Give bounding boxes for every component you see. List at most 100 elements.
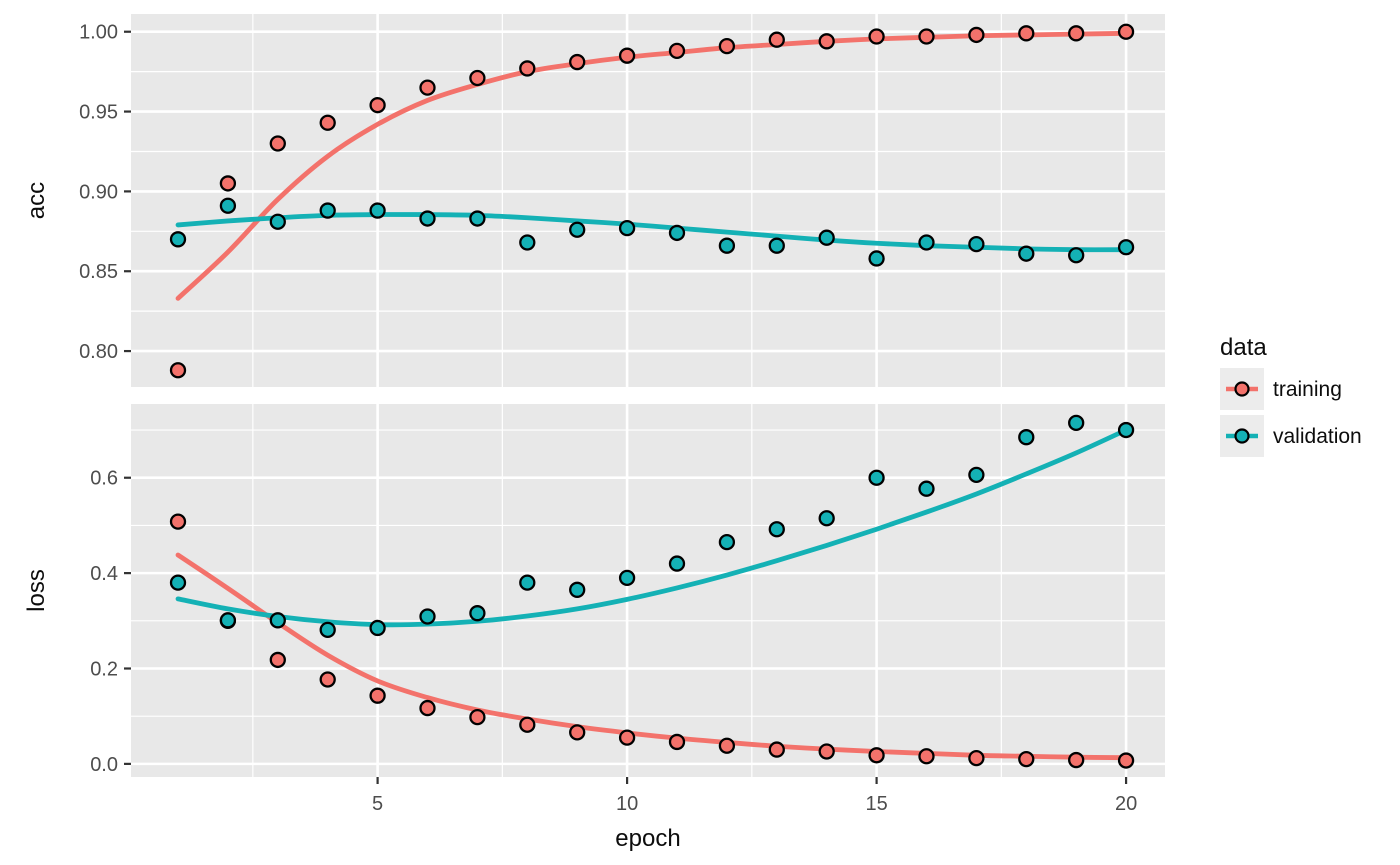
validation-point [569,581,586,598]
validation-point [319,621,336,639]
legend-entry-validation: validation [1220,415,1362,457]
training-point [718,737,736,754]
training-point [768,741,785,758]
training-point [419,79,436,96]
validation-point [469,210,486,227]
validation-point [1117,239,1135,256]
validation-points [169,414,1135,639]
validation-point [1068,247,1085,264]
validation-point [618,219,636,237]
training-point [469,69,486,87]
training-point [1117,752,1135,769]
training-point [519,716,536,733]
x-tick-label: 15 [865,793,887,815]
validation-point [818,229,835,246]
panel-background [131,14,1165,387]
x-tick-label: 20 [1115,793,1137,815]
training-point [1018,750,1035,768]
training-point [1117,23,1135,40]
training-point [469,708,486,726]
validation-point [369,619,386,637]
validation-point [1018,429,1035,446]
x-axis-title: epoch [615,825,680,852]
validation-point [169,574,187,591]
validation-point [219,197,237,214]
validation-point [519,234,536,251]
validation-point [768,237,785,254]
y-axis-title-loss: loss [23,569,50,612]
validation-point [968,235,985,253]
training-point [868,28,885,45]
training-point [618,47,636,64]
training-points [169,23,1135,379]
training-point [219,175,237,192]
validation-point [1068,414,1085,432]
validation-point [569,221,586,238]
validation-point [868,250,885,267]
training-point [1068,751,1085,769]
training-point [968,750,985,767]
validation-point [668,555,686,572]
validation-point [668,224,686,242]
training-point [319,114,336,131]
training-point [369,687,386,704]
training-point [269,135,286,152]
training-point [768,31,785,48]
panel-background [131,404,1165,777]
validation-point [419,608,436,625]
validation-point [918,234,935,251]
training-point [668,733,686,751]
training-point [718,37,736,55]
y-tick-label: 1.00 [79,22,118,44]
validation-point [519,574,536,591]
y-axis-title-acc: acc [23,182,50,219]
y-tick-label: 0.2 [90,659,118,681]
panel-acc: 1.00 0.95 0.90 0.85 0.80 acc [23,14,1165,387]
training-point [519,60,536,77]
validation-point [469,605,486,622]
y-tick-label: 0.90 [79,181,118,203]
training-point [169,362,187,379]
training-point [369,97,386,114]
training-point [918,28,935,45]
validation-point [718,533,736,551]
legend: data training validation [1220,334,1362,457]
legend-entry-training: training [1220,368,1342,410]
training-point [319,671,336,688]
validation-point [718,237,736,254]
legend-title: data [1220,334,1267,361]
legend-label-validation: validation [1273,425,1362,448]
training-point [918,748,935,765]
validation-point [1018,245,1035,262]
validation-point [868,469,885,486]
validation-point [618,569,636,587]
validation-point [1117,421,1135,439]
validation-point [269,612,286,629]
validation-point [918,480,935,497]
training-point [169,513,187,530]
validation-point [968,466,985,484]
training-point [569,53,586,71]
legend-label-training: training [1273,378,1342,401]
training-point [1068,25,1085,42]
validation-point [419,210,436,227]
training-point [818,33,835,50]
x-axis: 5 10 15 20 epoch [372,777,1137,852]
y-tick-label: 0.0 [90,754,118,776]
validation-point [219,612,237,629]
training-points [169,513,1135,769]
y-tick-label: 0.85 [79,261,118,283]
training-point [1018,25,1035,42]
training-point [968,26,985,44]
legend-key-point [1234,381,1250,397]
validation-point [369,202,386,219]
training-point [618,729,636,746]
x-tick-label: 5 [372,793,383,815]
validation-point [319,202,336,219]
validation-smooth-line [175,427,1129,628]
validation-point [169,231,187,248]
panel-loss: 0.6 0.4 0.2 0.0 loss [23,404,1165,777]
legend-key-point [1234,428,1250,444]
validation-point [269,213,286,230]
y-tick-label: 0.95 [79,102,118,124]
